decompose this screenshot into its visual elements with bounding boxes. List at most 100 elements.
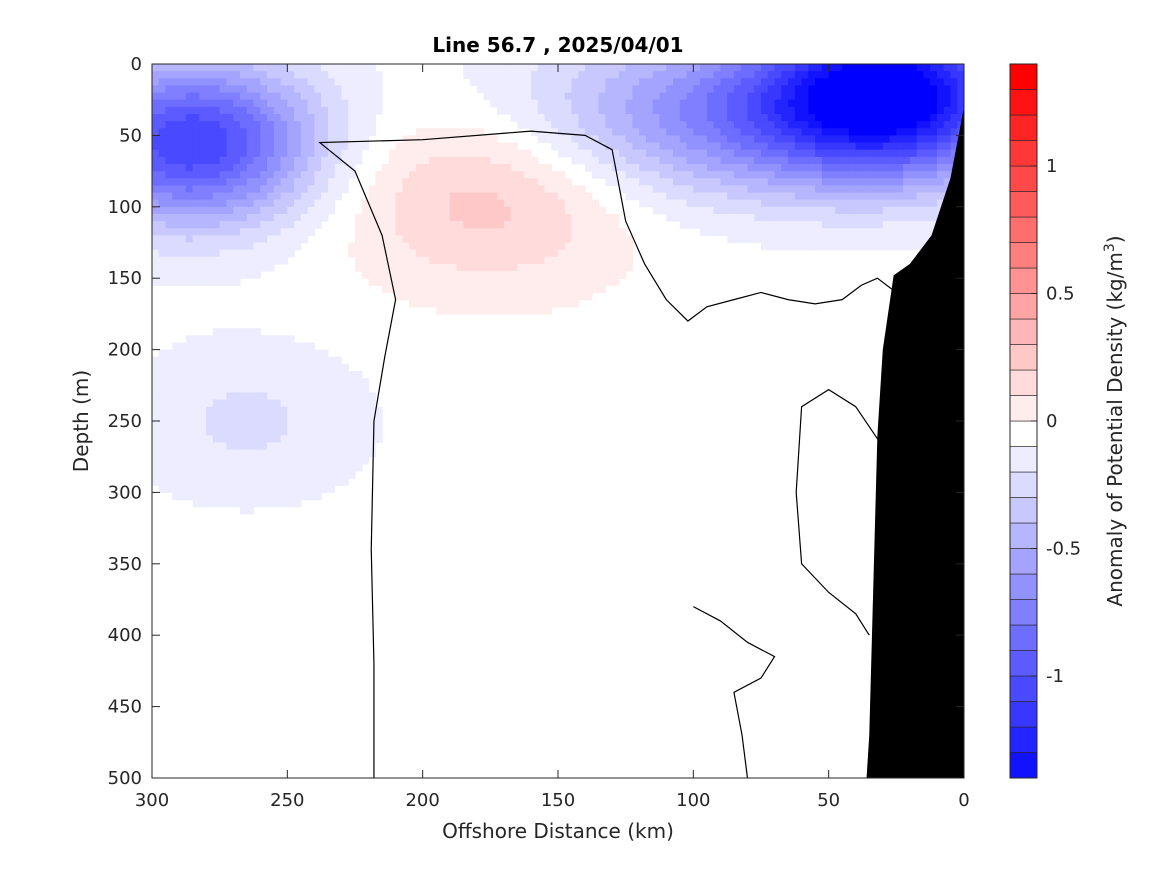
field-cell <box>639 178 647 186</box>
field-cell <box>368 85 376 94</box>
field-cell <box>821 78 830 87</box>
field-cell <box>537 263 546 272</box>
field-cell <box>503 292 512 301</box>
field-cell <box>578 85 586 94</box>
field-cell <box>598 228 606 236</box>
field-cell <box>327 449 336 458</box>
field-cell <box>923 121 931 129</box>
field-cell <box>280 78 288 87</box>
field-cell <box>442 156 451 165</box>
field-cell <box>544 221 552 229</box>
field-cell <box>442 249 451 258</box>
field-cell <box>267 356 275 365</box>
field-cell <box>706 106 715 115</box>
field-cell <box>578 263 586 272</box>
field-cell <box>896 99 904 108</box>
field-cell <box>185 356 194 365</box>
y-tick-label: 100 <box>108 197 142 218</box>
field-cell <box>192 64 200 72</box>
field-cell <box>497 278 505 286</box>
field-cell <box>253 371 261 379</box>
field-cell <box>903 99 911 108</box>
field-cell <box>307 421 315 429</box>
field-cell <box>679 78 688 87</box>
field-cell <box>348 385 356 394</box>
field-cell <box>280 235 288 244</box>
field-cell <box>700 113 708 122</box>
field-cell <box>530 235 539 244</box>
field-cell <box>355 92 363 101</box>
field-cell <box>632 78 640 87</box>
field-cell <box>449 235 458 244</box>
field-cell <box>612 99 620 108</box>
field-cell <box>280 256 288 265</box>
field-cell <box>639 121 647 129</box>
field-cell <box>558 178 566 186</box>
field-cell <box>720 185 728 194</box>
field-cell <box>720 113 728 122</box>
field-cell <box>625 185 634 194</box>
field-cell <box>788 64 796 72</box>
field-cell <box>476 278 485 286</box>
field-cell <box>524 64 532 72</box>
field-cell <box>226 106 234 115</box>
field-cell <box>923 78 931 87</box>
land-mask <box>866 106 964 778</box>
field-cell <box>571 71 579 79</box>
field-cell <box>185 142 194 151</box>
field-cell <box>449 249 458 258</box>
field-cell <box>727 92 735 101</box>
field-cell <box>422 213 431 222</box>
field-cell <box>598 156 606 165</box>
field-cell <box>524 99 532 108</box>
field-cell <box>348 399 356 408</box>
field-cell <box>199 92 207 101</box>
field-cell <box>463 271 471 279</box>
field-cell <box>219 106 228 115</box>
field-cell <box>185 371 194 379</box>
field-cell <box>239 221 248 229</box>
field-cell <box>673 64 681 72</box>
field-cell <box>470 249 478 258</box>
field-cell <box>551 78 559 87</box>
field-cell <box>233 492 241 501</box>
field-cell <box>280 349 288 358</box>
field-cell <box>706 199 715 208</box>
field-cell <box>470 271 478 279</box>
field-cell <box>294 413 302 422</box>
field-cell <box>733 213 742 222</box>
field-cell <box>368 421 376 429</box>
field-cell <box>882 156 891 165</box>
field-cell <box>821 135 830 144</box>
field-cell <box>517 178 525 186</box>
field-cell <box>287 428 295 436</box>
field-cell <box>253 149 261 158</box>
field-cell <box>212 478 221 486</box>
field-cell <box>889 178 897 186</box>
field-cell <box>497 106 505 115</box>
field-cell <box>273 342 282 351</box>
field-cell <box>361 242 370 251</box>
field-cell <box>158 206 167 215</box>
field-cell <box>855 113 864 122</box>
field-cell <box>659 163 667 172</box>
field-cell <box>625 171 634 179</box>
field-cell <box>930 149 938 158</box>
field-cell <box>510 163 518 172</box>
field-cell <box>273 199 282 208</box>
field-cell <box>321 156 329 165</box>
field-cell <box>903 121 911 129</box>
field-cell <box>869 185 877 194</box>
field-cell <box>767 235 776 244</box>
field-cell <box>246 349 255 358</box>
field-cell <box>476 249 485 258</box>
field-cell <box>727 99 735 108</box>
field-cell <box>267 135 275 144</box>
field-cell <box>456 221 464 229</box>
field-cell <box>510 142 518 151</box>
field-cell <box>415 235 424 244</box>
field-cell <box>219 171 228 179</box>
field-cell <box>517 85 525 94</box>
field-cell <box>503 71 512 79</box>
